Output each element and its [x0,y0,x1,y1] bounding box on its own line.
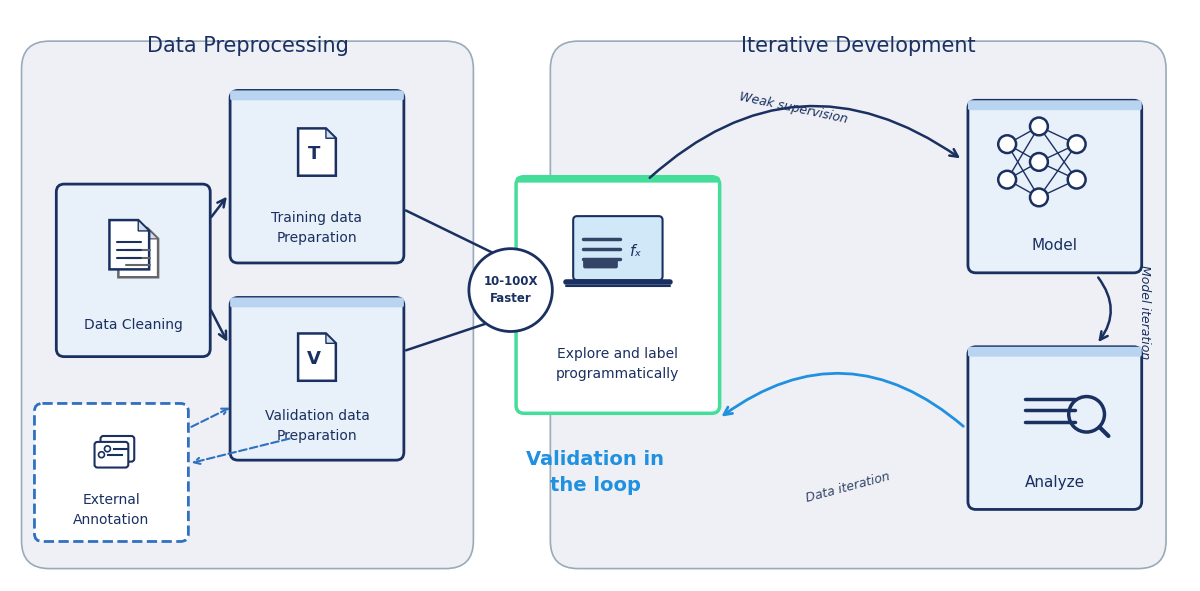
Polygon shape [148,228,158,239]
Text: Data iteration: Data iteration [805,470,892,505]
FancyBboxPatch shape [968,347,1141,509]
FancyArrowPatch shape [194,439,289,464]
FancyBboxPatch shape [516,177,720,183]
Circle shape [1068,171,1086,189]
FancyBboxPatch shape [968,100,1141,110]
FancyBboxPatch shape [230,90,404,263]
FancyBboxPatch shape [35,404,188,541]
FancyArrowPatch shape [211,310,226,339]
Text: Model iteration: Model iteration [1138,265,1151,359]
FancyBboxPatch shape [230,297,404,307]
FancyArrowPatch shape [1098,278,1111,340]
Text: V: V [307,350,320,368]
FancyBboxPatch shape [574,216,662,280]
FancyBboxPatch shape [583,258,618,268]
FancyArrowPatch shape [191,408,228,427]
FancyArrowPatch shape [211,199,226,217]
Text: Validation in
the loop: Validation in the loop [526,450,664,495]
Circle shape [1030,189,1048,206]
FancyArrowPatch shape [649,106,958,178]
FancyBboxPatch shape [22,41,473,569]
Text: T: T [308,145,320,163]
Text: Model: Model [1032,238,1078,253]
FancyBboxPatch shape [968,100,1141,273]
Circle shape [1030,118,1048,135]
FancyArrowPatch shape [724,374,964,426]
FancyBboxPatch shape [516,177,720,413]
FancyBboxPatch shape [230,297,404,460]
Polygon shape [298,128,336,176]
Circle shape [469,249,552,332]
Text: Training data
Preparation: Training data Preparation [271,211,362,245]
Text: Data Preprocessing: Data Preprocessing [146,35,348,56]
Text: Analyze: Analyze [1025,475,1085,490]
FancyArrowPatch shape [406,210,508,260]
FancyBboxPatch shape [95,442,128,467]
Polygon shape [138,220,149,231]
Text: External
Annotation: External Annotation [73,493,150,527]
FancyBboxPatch shape [230,90,404,100]
Text: Validation data
Preparation: Validation data Preparation [264,410,370,443]
FancyBboxPatch shape [56,184,210,356]
Polygon shape [119,228,158,277]
Text: Data Cleaning: Data Cleaning [84,317,182,332]
Polygon shape [298,333,336,381]
Polygon shape [109,220,149,269]
Text: Explore and label
programmatically: Explore and label programmatically [556,348,679,381]
Polygon shape [326,333,336,343]
FancyBboxPatch shape [551,41,1166,569]
Circle shape [98,452,104,457]
Circle shape [1068,135,1086,153]
FancyArrowPatch shape [406,315,508,350]
Text: 10-100X
Faster: 10-100X Faster [484,275,538,305]
Circle shape [104,446,110,452]
FancyBboxPatch shape [101,436,134,462]
Circle shape [998,135,1016,153]
Circle shape [998,171,1016,189]
Text: Iterative Development: Iterative Development [740,35,976,56]
Text: Weak supervision: Weak supervision [738,90,850,125]
Polygon shape [326,128,336,138]
FancyBboxPatch shape [968,347,1141,356]
Text: fₓ: fₓ [630,244,642,259]
Circle shape [1030,153,1048,171]
